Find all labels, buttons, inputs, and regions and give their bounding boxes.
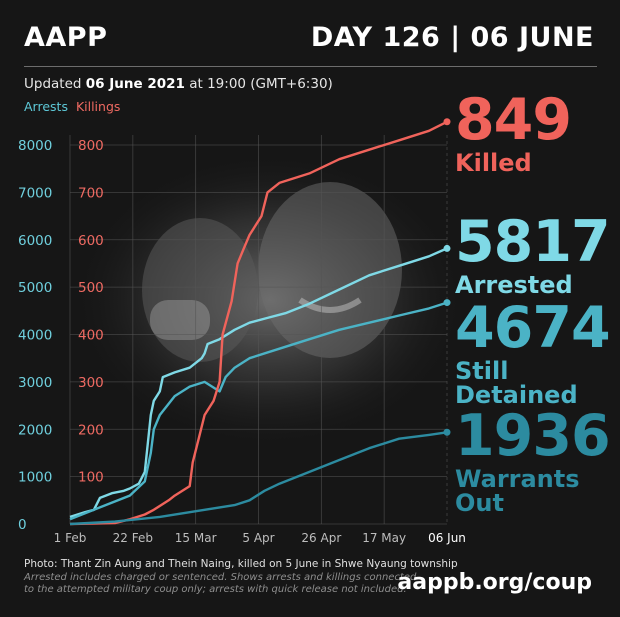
series-line-killings xyxy=(69,120,448,526)
photo-credit: Photo: Thant Zin Aung and Thein Naing, k… xyxy=(24,558,458,570)
stat-detained-label: Still Detained xyxy=(455,357,578,409)
note-line-1: Arrested includes charged or sentenced. … xyxy=(24,572,417,583)
updated-prefix: Updated xyxy=(24,76,86,92)
series-line-still-detained xyxy=(69,301,448,521)
y-left-tick-label: 6000 xyxy=(18,233,52,249)
x-tick-label: 17 May xyxy=(362,531,406,545)
y-right-tick-label: 100 xyxy=(78,470,104,486)
series-end-point xyxy=(443,428,451,436)
updated-line: Updated 06 June 2021 at 19:00 (GMT+6:30) xyxy=(24,76,333,92)
stat-detained-value: 4674 xyxy=(455,295,611,361)
y-left-tick-label: 3000 xyxy=(18,375,52,391)
stat-arrested-label: Arrested xyxy=(455,271,573,299)
y-right-tick-label: 400 xyxy=(78,328,104,344)
chart-grid xyxy=(69,135,448,525)
y-right-tick-label: 500 xyxy=(78,280,104,296)
y-left-tick-label: 5000 xyxy=(18,280,52,296)
series-line-warrants-out xyxy=(69,431,448,526)
y-right-tick-label: 300 xyxy=(78,375,104,391)
y-right-tick-label: 800 xyxy=(78,138,104,154)
methodology-note: Arrested includes charged or sentenced. … xyxy=(24,572,424,596)
y-left-tick-label: 8000 xyxy=(18,138,52,154)
chart-axes: 0 1000 2000 3000 4000 5000 6000 7000 8000 100 200 3… xyxy=(18,138,466,545)
day-date-heading: DAY 126 | 06 JUNE xyxy=(310,22,594,53)
x-tick-label: 1 Feb xyxy=(54,531,87,545)
updated-date: 06 June 2021 xyxy=(85,76,185,92)
series-line-arrests xyxy=(69,247,448,519)
stat-killed-value: 849 xyxy=(455,87,572,153)
stat-detained: 4674 Still Detained xyxy=(455,295,620,409)
y-right-tick-label: 200 xyxy=(78,422,104,438)
x-tick-label: 06 Jun xyxy=(428,531,466,545)
chart-legend: Arrests Killings xyxy=(24,99,120,114)
y-left-tick-label: 2000 xyxy=(18,422,52,438)
series-end-point xyxy=(443,118,451,126)
x-tick-label: 26 Apr xyxy=(301,531,341,545)
legend-arrests: Arrests xyxy=(24,99,68,114)
stat-arrested: 5817 Arrested xyxy=(455,209,611,299)
legend-killings: Killings xyxy=(75,99,121,114)
victim-photo xyxy=(70,150,470,450)
x-tick-label: 22 Feb xyxy=(113,531,153,545)
series-end-point xyxy=(443,299,451,307)
note-line-2: to the attempted military coup only; arr… xyxy=(24,584,407,595)
aapp-logo: AAPP xyxy=(24,22,108,53)
x-tick-label: 5 Apr xyxy=(242,531,274,545)
y-left-tick-label: 0 xyxy=(18,517,27,533)
updated-suffix: at 19:00 (GMT+6:30) xyxy=(184,76,333,92)
stat-warrants-label: Warrants Out xyxy=(455,465,580,517)
series-end-point xyxy=(443,244,451,252)
stat-arrested-value: 5817 xyxy=(455,209,611,275)
stat-warrants: 1936 Warrants Out xyxy=(455,403,620,517)
y-left-tick-label: 1000 xyxy=(18,470,52,486)
y-left-tick-label: 7000 xyxy=(18,185,52,201)
header-divider xyxy=(24,66,597,67)
y-right-tick-label: 700 xyxy=(78,185,104,201)
chart-series xyxy=(69,118,451,526)
x-tick-label: 15 Mar xyxy=(175,531,217,545)
y-right-tick-label: 600 xyxy=(78,233,104,249)
stat-warrants-value: 1936 xyxy=(455,403,611,469)
stat-killed-label: Killed xyxy=(455,149,532,177)
website-link[interactable]: aappb.org/coup xyxy=(397,570,592,595)
stat-killed: 849 Killed xyxy=(455,87,572,177)
y-left-tick-label: 4000 xyxy=(18,328,52,344)
